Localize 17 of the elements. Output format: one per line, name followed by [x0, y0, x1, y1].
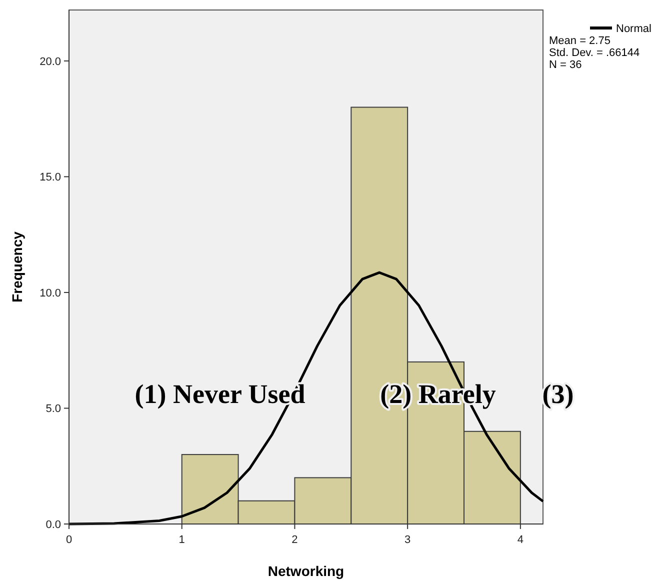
y-tick-label: 0.0 [46, 519, 61, 531]
x-tick-label: 1 [178, 534, 185, 546]
text: Std. Dev. = .66144 [549, 47, 640, 59]
x-tick-label: 3 [404, 534, 411, 546]
x-axis-title: Networking [268, 563, 344, 579]
annotation: (3) [542, 379, 574, 409]
y-axis-title: Frequency [9, 231, 25, 302]
x-tick-label: 2 [292, 534, 298, 546]
legend-label: Normal [616, 23, 652, 35]
text: Mean = 2.75 [549, 35, 610, 47]
x-tick-label: 0 [66, 534, 72, 546]
y-tick-label: 20.0 [40, 56, 61, 68]
y-tick-label: 15.0 [40, 172, 61, 184]
y-tick-label: 10.0 [40, 287, 61, 300]
x-tick-label: 4 [517, 534, 524, 546]
text: N = 36 [549, 59, 582, 71]
y-tick-label: 5.0 [46, 403, 61, 416]
